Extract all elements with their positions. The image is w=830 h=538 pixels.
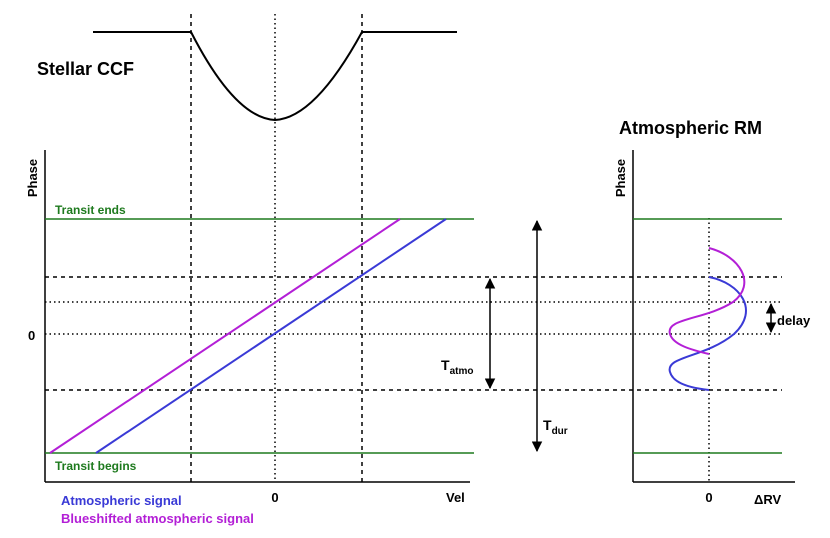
right-x-zero-label: 0 [705,490,712,505]
left-y-axis-label: Phase [25,159,40,197]
blueshifted-signal-track [49,218,401,454]
left-y-zero-label: 0 [28,328,35,343]
right-y-axis-label: Phase [613,159,628,197]
atmospheric-rm-title: Atmospheric RM [619,118,762,138]
left-x-zero-label: 0 [271,490,278,505]
atmospheric-signal-track [95,218,447,454]
t-atmo-label: Tatmo [441,357,473,377]
legend-atmospheric-signal: Atmospheric signal [61,493,182,508]
stellar-ccf-title: Stellar CCF [37,59,134,79]
stellar-ccf-curve [93,31,457,122]
legend-blueshifted-signal: Blueshifted atmospheric signal [61,511,254,526]
transit-begins-label: Transit begins [55,459,137,473]
delay-label: delay [777,313,811,328]
t-dur-label: Tdur [543,417,568,437]
transit-ends-label: Transit ends [55,203,126,217]
right-x-axis-label: ΔRV [754,492,781,507]
rm-blueshifted-curve [668,247,746,355]
left-x-axis-label: Vel [446,490,465,505]
